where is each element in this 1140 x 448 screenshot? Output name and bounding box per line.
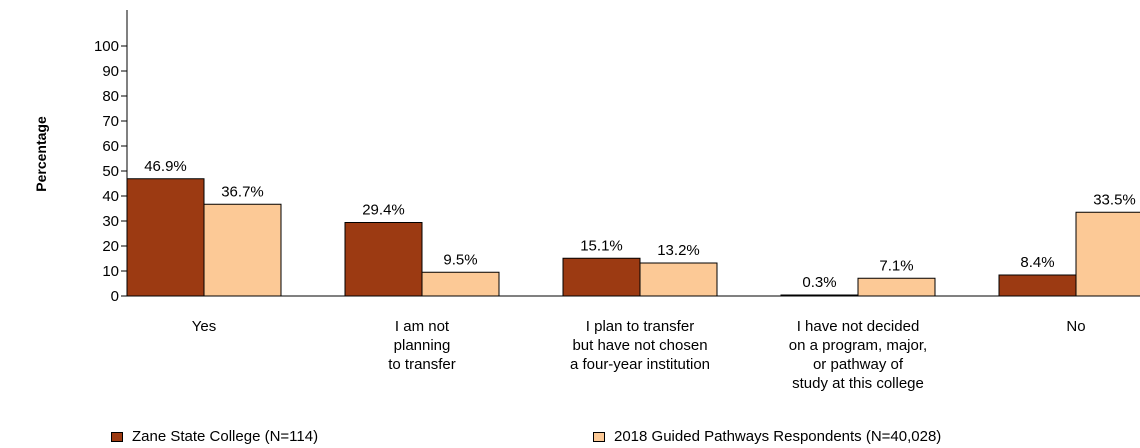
data-label: 36.7% bbox=[221, 183, 264, 200]
y-tick-label: 30 bbox=[102, 213, 119, 230]
data-label: 8.4% bbox=[1020, 254, 1054, 271]
bar bbox=[344, 222, 423, 297]
data-label: 13.2% bbox=[657, 242, 700, 259]
y-tick-label: 90 bbox=[102, 63, 119, 80]
legend-swatch bbox=[111, 431, 123, 442]
y-tick-label: 0 bbox=[111, 288, 119, 305]
data-label: 33.5% bbox=[1093, 191, 1136, 208]
bar bbox=[998, 274, 1077, 297]
y-tick-label: 60 bbox=[102, 138, 119, 155]
y-tick-label: 40 bbox=[102, 188, 119, 205]
bar bbox=[857, 277, 936, 297]
legend-item-zane-state: Zane State College (N=114) bbox=[111, 428, 318, 445]
data-label: 15.1% bbox=[580, 237, 623, 254]
y-axis-label: Percentage bbox=[33, 116, 49, 192]
bar bbox=[126, 178, 205, 297]
data-labels: 46.9% 29.4% 15.1% 0.3% 8.4% 36.7% 9.5% 13.2% 7.1… bbox=[144, 158, 1136, 291]
x-tick-label: No bbox=[1066, 318, 1085, 335]
data-label: 29.4% bbox=[362, 202, 405, 219]
bar bbox=[421, 271, 500, 297]
y-tick-label: 10 bbox=[102, 263, 119, 280]
x-tick-label: Yes bbox=[192, 318, 216, 335]
bar bbox=[203, 203, 282, 297]
x-tick-label: I plan to transfer but have not chosen a f… bbox=[570, 318, 710, 373]
legend-label: 2018 Guided Pathways Respondents (N=40,0… bbox=[614, 428, 942, 445]
y-tick-label: 50 bbox=[102, 163, 119, 180]
legend-swatch bbox=[593, 431, 605, 442]
y-tick-label: 80 bbox=[102, 88, 119, 105]
y-tick-label: 70 bbox=[102, 113, 119, 130]
x-axis-labels: Yes I am not planning to transfer I plan to … bbox=[192, 318, 1086, 392]
legend-item-guided-pathways: 2018 Guided Pathways Respondents (N=40,0… bbox=[593, 428, 941, 445]
x-tick-label: I am not planning to transfer bbox=[388, 318, 456, 373]
y-tick-label: 100 bbox=[94, 38, 119, 55]
legend-label: Zane State College (N=114) bbox=[132, 428, 319, 445]
bars bbox=[126, 178, 1140, 297]
data-label: 0.3% bbox=[802, 274, 836, 291]
data-label: 9.5% bbox=[443, 251, 477, 268]
bar bbox=[780, 294, 859, 297]
bar bbox=[639, 262, 718, 297]
data-label: 7.1% bbox=[879, 257, 913, 274]
y-tick-label: 20 bbox=[102, 238, 119, 255]
y-axis-ticks: 0 10 20 30 40 50 60 70 80 90 100 bbox=[94, 38, 127, 305]
bar bbox=[1075, 211, 1140, 297]
data-label: 46.9% bbox=[144, 158, 187, 175]
bar bbox=[562, 257, 641, 297]
x-tick-label: I have not decided on a program, major, or… bbox=[789, 318, 927, 392]
